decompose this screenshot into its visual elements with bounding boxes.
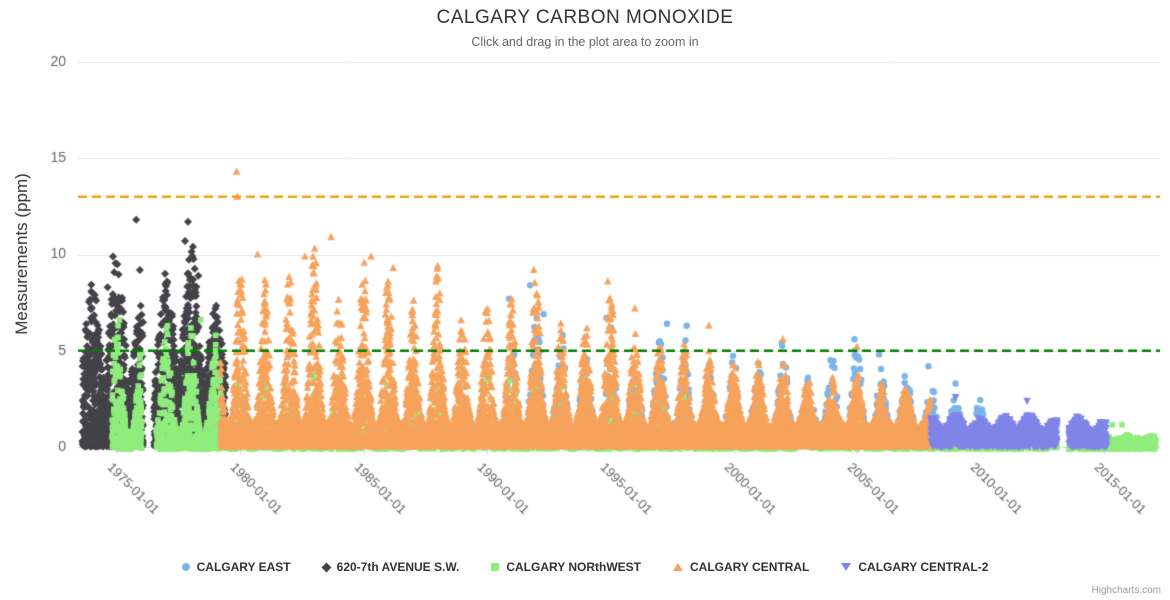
triangle-up-marker-icon [673, 563, 684, 571]
diamond-marker-icon [321, 562, 332, 572]
legend-label: CALGARY NORthWEST [506, 560, 642, 574]
chart-subtitle: Click and drag in the plot area to zoom … [471, 35, 699, 49]
legend-label: 620-7th AVENUE S.W. [336, 560, 460, 574]
circle-marker-icon [181, 563, 190, 571]
legend-item-calgary-central[interactable]: CALGARY CENTRAL [673, 560, 809, 574]
legend-item-calgary-east[interactable]: CALGARY EAST [181, 560, 291, 574]
legend-label: CALGARY EAST [196, 560, 291, 574]
highcharts-credit[interactable]: Highcharts.com [1091, 585, 1161, 596]
chart-title: CALGARY CARBON MONOXIDE [436, 7, 734, 28]
triangle-down-marker-icon [841, 563, 852, 571]
legend-item-calgary-central-2[interactable]: CALGARY CENTRAL-2 [841, 560, 988, 574]
y-axis-title: Measurements (ppm) [12, 173, 31, 335]
legend-label: CALGARY CENTRAL-2 [858, 560, 989, 574]
legend-label: CALGARY CENTRAL [690, 560, 810, 574]
legend-item-620-7th-avenue-s-w-[interactable]: 620-7th AVENUE S.W. [321, 560, 460, 574]
legend: CALGARY EAST 620-7th AVENUE S.W. CALGARY N… [0, 560, 1170, 574]
square-marker-icon [491, 563, 500, 571]
legend-item-calgary-northwest[interactable]: CALGARY NORthWEST [491, 560, 641, 574]
